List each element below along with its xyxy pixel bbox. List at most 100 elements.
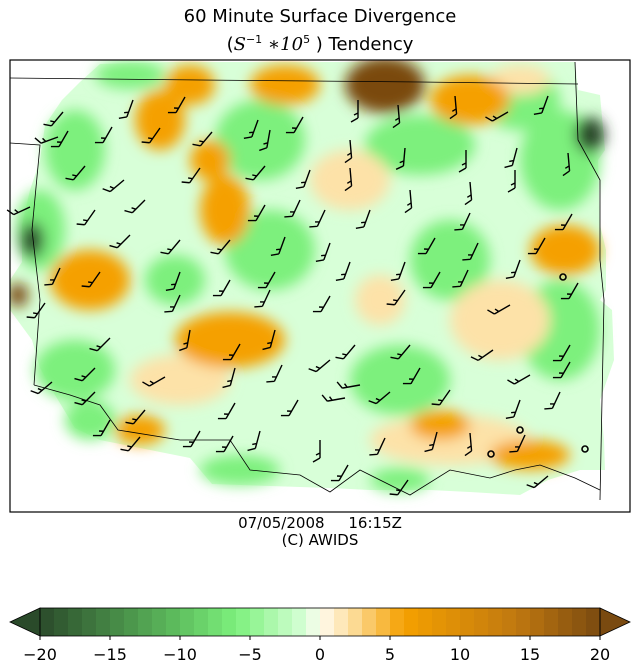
wind-barb	[94, 126, 113, 144]
wind-barb	[390, 261, 406, 281]
field-blob	[95, 61, 165, 89]
colorbar-cell	[502, 608, 517, 636]
field-blob	[355, 275, 405, 325]
wind-barb	[181, 167, 201, 184]
wind-barb	[179, 329, 191, 352]
wind-barb	[295, 169, 311, 189]
valid-date: 07/05/2008	[238, 514, 325, 532]
wind-barb	[335, 344, 356, 360]
wind-barb	[404, 189, 413, 214]
wind-barb	[160, 239, 181, 255]
wind-barb	[312, 440, 321, 463]
wind-barb	[81, 271, 101, 288]
wind-barb	[554, 213, 573, 231]
field-blob	[350, 345, 450, 415]
wind-barb	[26, 302, 46, 319]
wind-barb	[485, 111, 509, 122]
wind-barb	[527, 237, 546, 255]
wind-barb	[464, 432, 473, 457]
border-west	[9, 142, 41, 386]
wind-barb	[259, 129, 271, 152]
wind-barb	[182, 430, 201, 448]
wind-barb	[386, 289, 406, 306]
subtitle-exponent-2: 5	[303, 33, 311, 46]
colorbar-cell	[460, 608, 475, 636]
field-blob	[35, 340, 115, 400]
wind-barb	[321, 394, 346, 402]
colorbar-tick-label: 10	[450, 645, 470, 663]
station-circle	[581, 445, 589, 453]
colorbar-cell	[362, 608, 377, 636]
wind-barb	[509, 434, 526, 453]
colorbar-cell	[278, 608, 293, 636]
colorbar-cell	[250, 608, 265, 636]
field-blobs	[10, 60, 605, 492]
station-circle	[559, 273, 567, 281]
colorbar-cell	[516, 608, 531, 636]
wind-barb	[217, 402, 236, 420]
field-blob	[65, 400, 115, 440]
field-blob	[250, 65, 320, 105]
wind-barb	[164, 294, 181, 313]
border-east	[574, 61, 605, 501]
divergence-map	[6, 59, 631, 513]
wind-barb	[507, 374, 531, 385]
colorbar-min-extension	[9, 607, 41, 637]
station-circle	[487, 450, 495, 458]
station-circles	[487, 273, 589, 458]
colorbar-tick-label: 20	[590, 645, 610, 663]
field-blob	[200, 175, 250, 245]
wind-barb	[431, 389, 451, 406]
wind-barb	[280, 399, 299, 417]
wind-barb	[215, 435, 234, 453]
colorbar-tick-label: −5	[238, 645, 262, 663]
colorbar-max-extension	[599, 607, 631, 637]
wind-barb	[312, 295, 331, 313]
wind-barb	[76, 209, 96, 226]
colorbar-cell	[446, 608, 461, 636]
colorbar-tick-label: 5	[385, 645, 395, 663]
wind-barb	[34, 136, 59, 144]
wind-barb	[487, 304, 511, 315]
field-blob	[190, 140, 230, 180]
wind-barbs	[6, 95, 579, 496]
wind-barb	[210, 239, 231, 255]
wind-barb	[470, 349, 494, 361]
field-blob	[135, 90, 185, 150]
colorbar-cell	[222, 608, 237, 636]
wind-barb	[109, 234, 131, 249]
subtitle-exponent-1: −1	[245, 33, 263, 46]
colorbar-cell	[180, 608, 195, 636]
wind-barb	[44, 267, 61, 286]
wind-barb	[125, 409, 146, 425]
wind-barb	[417, 237, 436, 255]
wind-barb	[369, 437, 386, 456]
wind-barb	[266, 364, 283, 383]
field-blob	[345, 60, 425, 113]
field-blob	[490, 65, 550, 95]
wind-barb	[505, 399, 521, 419]
colorbar-cell	[124, 608, 139, 636]
wind-barb	[309, 209, 326, 228]
wind-barb	[462, 242, 479, 261]
colorbar-cell	[348, 608, 363, 636]
wind-barb	[247, 430, 261, 452]
wind-barb	[118, 99, 134, 119]
wind-barb	[350, 100, 359, 123]
colorbar-cell	[166, 608, 181, 636]
wind-barb	[344, 167, 353, 192]
credit: (C) AWIDS	[281, 531, 359, 549]
field-blob	[130, 355, 230, 405]
wind-barb	[102, 179, 125, 193]
wind-barb	[50, 130, 69, 148]
colorbar-cell	[558, 608, 573, 636]
wind-barb	[533, 95, 549, 115]
wind-barb	[92, 419, 111, 437]
wind-barb	[336, 381, 361, 389]
wind-barb	[315, 242, 331, 262]
colorbar-cell	[586, 608, 601, 636]
wind-barb	[464, 181, 473, 206]
wind-barb	[165, 271, 181, 291]
wind-barb	[89, 337, 111, 352]
wind-barb	[505, 259, 521, 279]
